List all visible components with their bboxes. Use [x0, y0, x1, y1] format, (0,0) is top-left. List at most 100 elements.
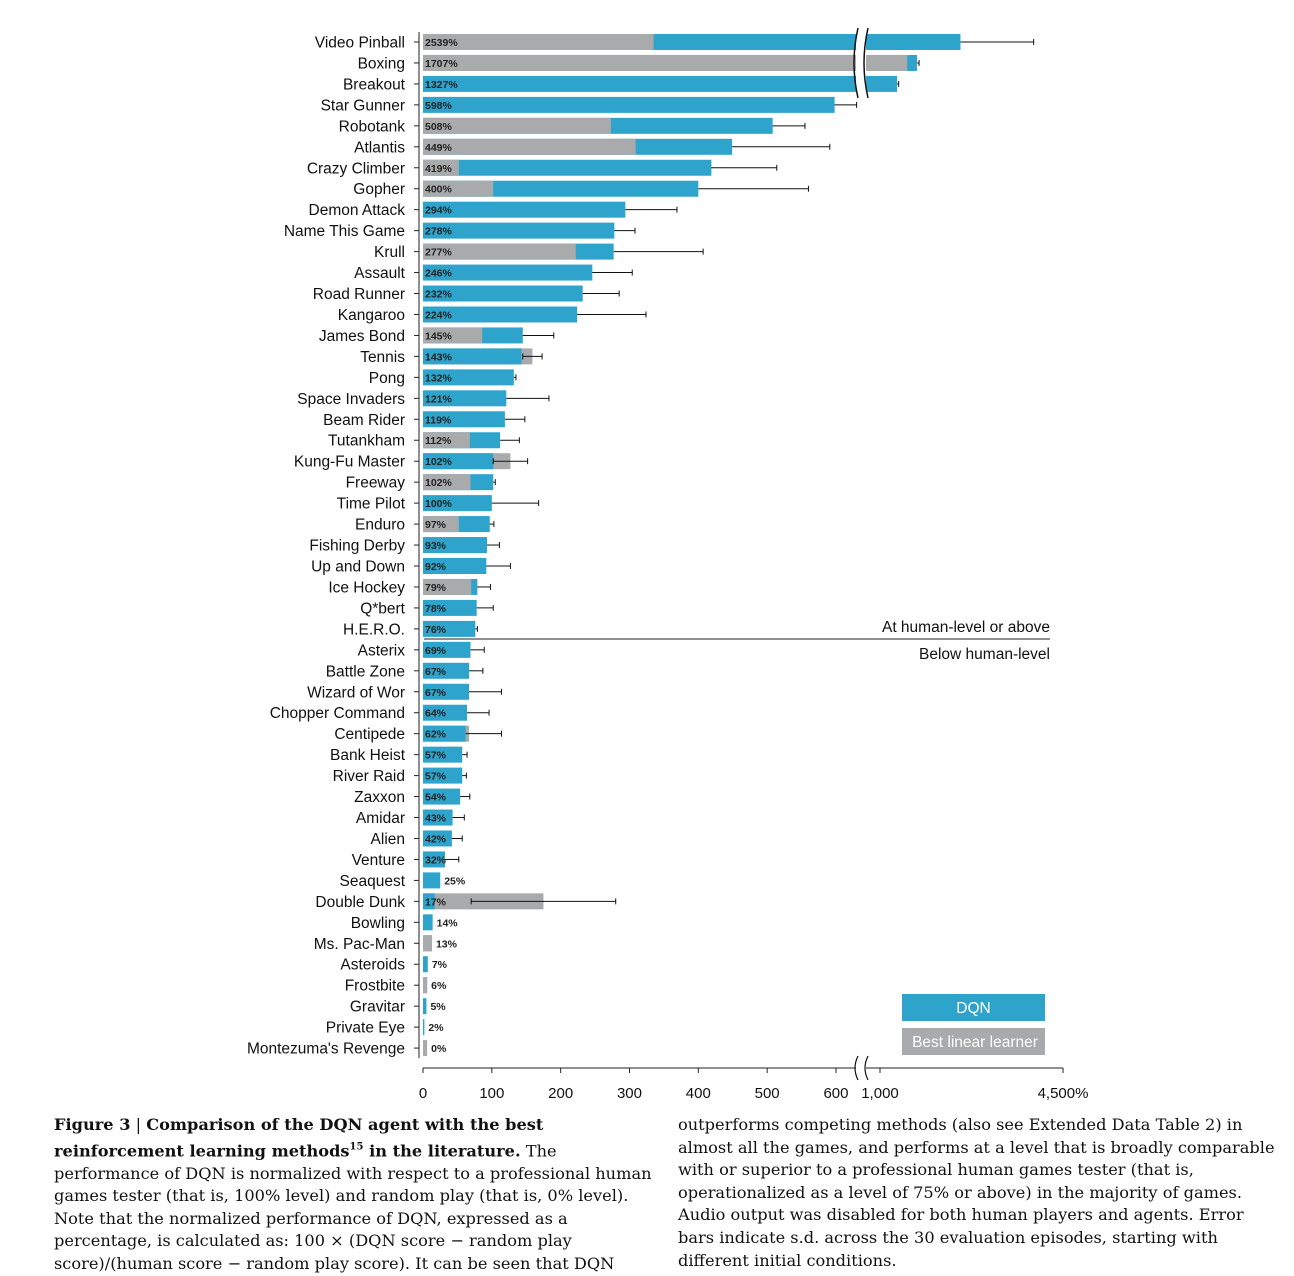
caption-body-right: outperforms competing methods (also see … [678, 1115, 1275, 1270]
category-label-up-and-down: Up and Down [311, 559, 405, 576]
value-label-seaquest: 25% [444, 875, 466, 887]
value-label-river-raid: 57% [425, 771, 447, 783]
value-label-gravitar: 5% [430, 1001, 446, 1013]
value-label-venture: 32% [425, 854, 447, 866]
legend-label-dqn: DQN [956, 1000, 990, 1017]
category-label-time-pilot: Time Pilot [337, 496, 406, 513]
dqn-bar-beam-rider [423, 411, 505, 428]
category-label-assault: Assault [354, 265, 406, 282]
category-label-pong: Pong [369, 370, 405, 387]
linear-bar-montezuma-s-revenge [423, 1040, 428, 1057]
value-label-tutankham: 112% [425, 435, 452, 447]
bar-break-mark-left [853, 27, 859, 99]
x-tick-label-5: 500 [755, 1085, 780, 1102]
category-label-centipede: Centipede [334, 726, 405, 743]
value-label-ms-pac-man: 13% [436, 938, 458, 950]
below-human-level-label: Below human-level [919, 646, 1050, 663]
value-label-q-bert: 78% [425, 603, 447, 615]
linear-bar-tutankham [423, 432, 470, 449]
category-label-asterix: Asterix [358, 642, 406, 659]
dqn-bar-pong [423, 369, 514, 386]
legend-swatch-linear [902, 1028, 1045, 1055]
category-label-enduro: Enduro [355, 517, 405, 534]
x-tick-label-2: 200 [548, 1085, 573, 1102]
category-label-james-bond: James Bond [319, 328, 405, 345]
value-label-robotank: 508% [425, 121, 453, 133]
category-label-gopher: Gopher [353, 181, 405, 198]
linear-bar-ms-pac-man [423, 935, 432, 952]
category-label-crazy-climber: Crazy Climber [307, 160, 405, 177]
category-label-video-pinball: Video Pinball [315, 35, 405, 52]
dqn-bar-space-invaders [423, 390, 507, 407]
dqn-bar-breakout [423, 75, 898, 92]
bars-layer: 2539% 1707% 1327% 598% 508% 449% 419% 400% 294% 2… [423, 27, 1035, 1057]
category-label-fishing-derby: Fishing Derby [309, 538, 405, 555]
category-label-boxing: Boxing [358, 55, 405, 72]
category-label-gravitar: Gravitar [350, 999, 405, 1016]
dqn-bar-name-this-game [423, 222, 615, 239]
dqn-bar-battle-zone [423, 662, 470, 679]
category-label-road-runner: Road Runner [313, 286, 405, 303]
dqn-bar-zaxxon [423, 788, 461, 805]
x-tick-label-1: 100 [479, 1085, 504, 1102]
category-label-h-e-r-o: H.E.R.O. [343, 621, 405, 638]
value-label-name-this-game: 278% [425, 226, 453, 238]
dqn-comparison-chart: 2539% 1707% 1327% 598% 508% 449% 419% 400% 294% 2… [247, 27, 1089, 1102]
category-label-space-invaders: Space Invaders [297, 391, 405, 408]
dqn-bar-alien [423, 830, 452, 847]
value-label-ice-hockey: 79% [425, 582, 447, 594]
x-tick-label-8: 4,500% [1038, 1085, 1089, 1102]
x-axis-break-mark-left [854, 1055, 859, 1081]
value-label-centipede: 62% [425, 729, 447, 741]
legend: DQN Best linear learner [902, 994, 1045, 1055]
category-label-asteroids: Asteroids [340, 957, 405, 974]
dqn-bar-centipede [423, 725, 466, 742]
bar-break-gap-boxing [856, 53, 866, 72]
category-label-bowling: Bowling [351, 915, 405, 932]
dqn-bar-time-pilot [423, 495, 492, 512]
dqn-bar-asteroids [423, 956, 428, 973]
value-label-time-pilot: 100% [425, 498, 453, 510]
value-label-gopher: 400% [425, 184, 453, 196]
value-label-alien: 42% [425, 833, 447, 845]
figure-caption-right: outperforms competing methods (also see … [678, 1114, 1278, 1272]
value-label-kangaroo: 224% [425, 309, 453, 321]
x-tick-label-6: 600 [823, 1085, 848, 1102]
category-label-demon-attack: Demon Attack [309, 202, 406, 219]
linear-bar-freeway [423, 474, 471, 491]
value-label-atlantis: 449% [425, 142, 453, 154]
dqn-bar-kung-fu-master [423, 453, 494, 470]
figure-title-ref: 15 [349, 1141, 364, 1153]
value-label-up-and-down: 92% [425, 561, 447, 573]
dqn-bar-up-and-down [423, 558, 487, 574]
linear-bar-enduro [423, 516, 459, 533]
category-label-name-this-game: Name This Game [284, 223, 405, 240]
dqn-bar-demon-attack [423, 201, 626, 218]
value-label-enduro: 97% [425, 519, 447, 531]
category-label-tutankham: Tutankham [328, 433, 405, 450]
dqn-bar-road-runner [423, 285, 583, 302]
dqn-bar-crazy-climber [423, 159, 712, 176]
value-label-pong: 132% [425, 372, 453, 384]
category-label-ms-pac-man: Ms. Pac-Man [314, 936, 405, 953]
category-label-beam-rider: Beam Rider [323, 412, 405, 429]
figure-title-end: in the literature. [363, 1140, 521, 1160]
value-label-video-pinball: 2539% [425, 37, 458, 49]
above-human-level-label: At human-level or above [882, 619, 1050, 636]
dqn-bar-private-eye [423, 1019, 425, 1036]
dqn-bar-amidar [423, 809, 453, 826]
category-label-amidar: Amidar [356, 810, 405, 827]
value-label-asterix: 69% [425, 645, 447, 657]
figure-title: Comparison of the DQN agent with the bes… [54, 1115, 544, 1160]
category-labels-layer: Video Pinball Boxing Breakout Star Gunner Ro… [247, 32, 420, 1059]
category-label-zaxxon: Zaxxon [354, 789, 405, 806]
category-label-robotank: Robotank [339, 118, 406, 135]
bar-break-gap-breakout [856, 74, 866, 93]
value-label-boxing: 1707% [425, 58, 458, 70]
value-label-fishing-derby: 93% [425, 540, 447, 552]
value-label-star-gunner: 598% [425, 100, 453, 112]
linear-bar-frostbite [423, 977, 428, 994]
caption-separator: | [135, 1115, 142, 1134]
value-label-zaxxon: 54% [425, 792, 447, 804]
figure-label: Figure 3 [54, 1115, 131, 1134]
